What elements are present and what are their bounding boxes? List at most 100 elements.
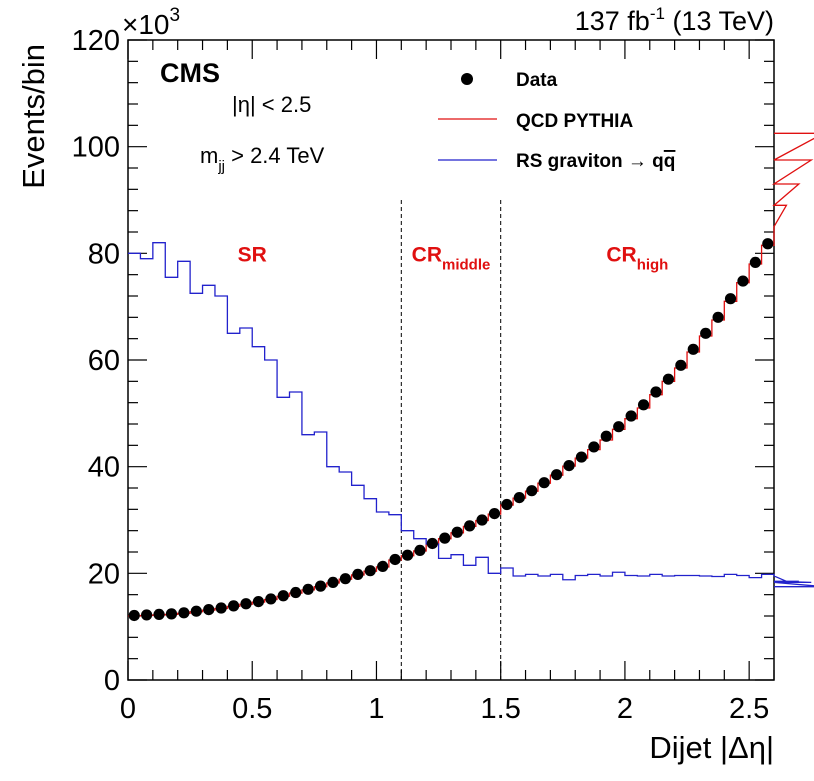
data-point — [401, 549, 414, 561]
data-point — [650, 386, 662, 398]
legend: Data QCD PYTHIA RS graviton → qq — [438, 70, 675, 172]
data-point — [265, 593, 277, 605]
data-point — [464, 520, 476, 532]
data-point — [476, 514, 488, 526]
data-point — [451, 526, 463, 538]
tick-labels: 0 0.5 1 1.5 2 2.5 0 20 40 60 80 100 120 — [72, 25, 770, 725]
legend-qcd-label: QCD PYTHIA — [516, 111, 633, 132]
data-point — [513, 492, 525, 504]
region-label: SR — [238, 243, 267, 266]
data-point — [762, 238, 774, 250]
x-axis-title: Dijet |Δη| — [649, 730, 774, 765]
x-tick-label: 2 — [617, 693, 633, 725]
data-point — [600, 430, 612, 442]
data-point — [141, 609, 153, 621]
data-point — [352, 568, 364, 581]
y-tick-label: 60 — [88, 345, 120, 377]
y-axis-title: Events/bin — [16, 44, 51, 189]
y-tick-label: 120 — [72, 25, 120, 57]
x-tick-label: 1 — [368, 693, 384, 725]
data-point — [662, 373, 675, 385]
lumi-main: 137 fb — [575, 6, 650, 36]
data-point — [588, 441, 600, 453]
data-point — [165, 608, 178, 620]
data-point — [712, 311, 724, 323]
data-point — [749, 256, 761, 268]
data-point — [414, 544, 426, 557]
data-point — [613, 421, 625, 433]
legend-graviton-qbar: q — [664, 151, 676, 172]
region-label-main: CR — [606, 243, 636, 266]
rs-graviton-histogram — [128, 242, 814, 588]
y-tick-label: 20 — [88, 558, 120, 590]
legend-data-label: Data — [516, 70, 558, 91]
legend-entry-graviton: RS graviton → qq — [438, 151, 675, 172]
x-tick-label: 0 — [120, 693, 136, 725]
data-point — [190, 605, 202, 617]
data-point — [364, 565, 376, 577]
data-point — [327, 576, 339, 589]
data-point — [687, 343, 699, 355]
y-tick-label: 0 — [104, 665, 120, 697]
data-point — [526, 485, 538, 497]
experiment-label: CMS — [160, 58, 220, 88]
data-point — [563, 460, 575, 472]
lumi-energy: (13 TeV) — [665, 6, 774, 36]
data-point — [501, 498, 513, 511]
x-tick-label: 2.5 — [729, 693, 769, 725]
data-point — [724, 293, 737, 305]
data-point — [538, 477, 550, 489]
mjj-sub: jj — [217, 158, 225, 175]
y-tick-label: 100 — [72, 132, 120, 164]
x-tick-label: 1.5 — [481, 693, 521, 725]
mjj-rest: > 2.4 TeV — [225, 143, 325, 168]
mjj-cut-label: mjj > 2.4 TeV — [200, 143, 325, 175]
data-point — [737, 275, 749, 287]
region-label-main: SR — [238, 243, 267, 266]
region-label-sub: high — [637, 256, 669, 273]
lumi-exp: -1 — [650, 4, 665, 23]
data-point — [550, 469, 563, 481]
legend-entry-data: Data — [461, 70, 558, 91]
data-point — [339, 573, 352, 585]
region-labels: SR CRmiddle CRhigh — [238, 243, 669, 273]
region-label-main: CR — [412, 243, 442, 266]
series-layer — [128, 132, 814, 622]
y-multiplier-exp: 3 — [170, 5, 181, 26]
data-point — [637, 399, 650, 411]
data-point — [377, 560, 389, 573]
data-point — [314, 580, 327, 592]
data-point — [178, 607, 190, 619]
data-point — [227, 600, 240, 612]
data-point — [675, 359, 687, 371]
data-point — [215, 602, 227, 614]
data-point — [700, 327, 712, 339]
data-point — [439, 532, 451, 544]
data-point — [290, 586, 302, 599]
data-point — [625, 410, 637, 422]
data-point — [240, 598, 252, 610]
region-label-sub: middle — [442, 256, 490, 273]
y-multiplier: ×103 — [122, 5, 180, 40]
mjj-m: m — [200, 143, 218, 168]
region-boundaries — [400, 200, 502, 680]
data-point — [277, 590, 289, 602]
legend-graviton-label: RS graviton → qq — [516, 151, 675, 172]
luminosity-label: 137 fb-1 (13 TeV) — [575, 4, 774, 36]
data-point — [302, 583, 314, 595]
eta-cut-label: |η| < 2.5 — [232, 92, 311, 117]
region-label: CRhigh — [606, 243, 668, 273]
data-point — [128, 609, 140, 622]
y-multiplier-base: ×10 — [122, 9, 170, 40]
x-tick-label: 0.5 — [232, 693, 272, 725]
y-tick-label: 80 — [88, 238, 120, 270]
data-point — [575, 451, 588, 463]
legend-entry-qcd: QCD PYTHIA — [438, 111, 633, 132]
plot-frame — [127, 39, 775, 681]
region-label: CRmiddle — [412, 243, 491, 273]
legend-data-marker — [461, 73, 473, 85]
data-point — [203, 604, 215, 616]
data-point — [153, 608, 165, 621]
data-point — [389, 553, 401, 566]
